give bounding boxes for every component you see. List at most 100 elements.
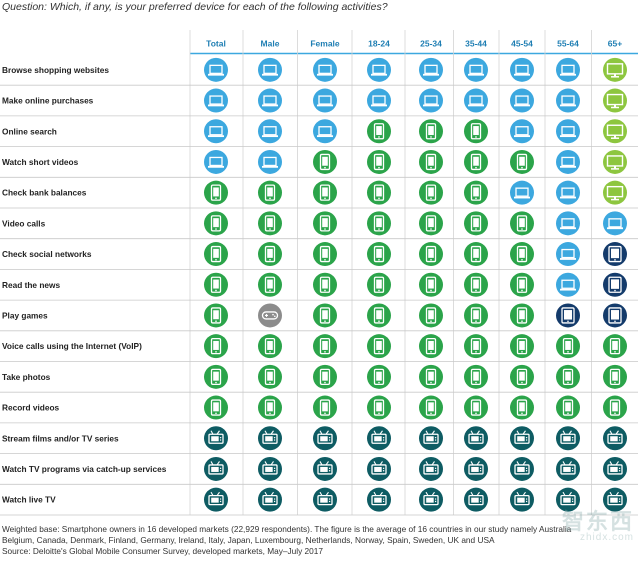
row-label: Video calls (2, 218, 46, 228)
device-icon-smartphone (556, 364, 580, 389)
device-icon-smartphone (464, 242, 488, 267)
row-label: Stream films and/or TV series (2, 433, 119, 443)
device-icon-tv (367, 426, 391, 451)
device-icon-laptop (313, 57, 337, 82)
device-icon-tv (510, 426, 534, 451)
watermark-logo: 智东西 zhidx.com (562, 511, 634, 543)
device-icon-tv (419, 487, 443, 512)
device-icon-laptop (258, 149, 282, 174)
device-icon-smartphone (510, 149, 534, 174)
device-icon-laptop (204, 119, 228, 144)
column-header-65-: 65+ (608, 39, 622, 49)
footer-source: Source: Deloitte's Global Mobile Consume… (2, 546, 324, 556)
device-icon-laptop (464, 57, 488, 82)
device-icon-laptop (603, 211, 627, 236)
device-icon-laptop (510, 180, 534, 205)
device-icon-smartphone (464, 334, 488, 359)
column-header-25-34: 25-34 (420, 39, 442, 49)
row-label: Online search (2, 126, 57, 136)
footer-weighted-base: Weighted base: Smartphone owners in 16 d… (2, 524, 572, 534)
device-icon-smartphone (419, 334, 443, 359)
device-icon-smartphone (204, 334, 228, 359)
device-icon-laptop (419, 88, 443, 113)
device-icon-smartphone (367, 334, 391, 359)
device-icon-smartphone (367, 272, 391, 297)
device-icon-smartphone (464, 149, 488, 174)
device-icon-smartphone (419, 211, 443, 236)
device-icon-tv (464, 487, 488, 512)
device-icon-tv (313, 456, 337, 481)
column-header-total: Total (206, 39, 226, 49)
device-icon-smartphone (556, 334, 580, 359)
device-icon-smartphone (464, 211, 488, 236)
device-icon-games-console (258, 303, 282, 328)
row-label: Watch short videos (2, 157, 79, 167)
device-icon-smartphone (419, 242, 443, 267)
watermark-sub: zhidx.com (579, 532, 634, 543)
device-icon-smartphone (510, 272, 534, 297)
device-icon-smartphone (367, 211, 391, 236)
device-icon-smartphone (204, 272, 228, 297)
device-icon-smartphone (464, 395, 488, 420)
device-icon-smartphone (419, 303, 443, 328)
row-label: Make online purchases (2, 96, 94, 106)
device-icon-smartphone (204, 364, 228, 389)
device-icon-tv (367, 456, 391, 481)
device-icon-smartphone (204, 180, 228, 205)
device-icon-smartphone (510, 334, 534, 359)
device-icon-tv (603, 487, 627, 512)
device-icon-smartphone (464, 119, 488, 144)
device-icon-smartphone (313, 149, 337, 174)
device-icon-smartphone (204, 303, 228, 328)
device-icon-laptop (556, 242, 580, 267)
device-icon-laptop (510, 57, 534, 82)
device-icon-laptop (556, 88, 580, 113)
column-header-45-54: 45-54 (511, 39, 533, 49)
device-icon-smartphone (258, 395, 282, 420)
footer-countries: Belgium, Canada, Denmark, Finland, Germa… (2, 535, 495, 545)
device-icon-tv (313, 426, 337, 451)
device-icon-tv (419, 456, 443, 481)
device-icon-smartphone (556, 395, 580, 420)
device-icon-tv (510, 456, 534, 481)
device-icon-laptop (556, 211, 580, 236)
device-icon-laptop (367, 88, 391, 113)
device-icon-smartphone (510, 242, 534, 267)
device-icon-smartphone (204, 211, 228, 236)
device-icon-smartphone (510, 303, 534, 328)
row-label: Check bank balances (2, 188, 87, 198)
device-icon-smartphone (204, 395, 228, 420)
device-icon-laptop (204, 88, 228, 113)
device-icon-smartphone (464, 364, 488, 389)
device-icon-tv (464, 426, 488, 451)
device-icon-tv (258, 426, 282, 451)
device-icon-tv (419, 426, 443, 451)
watermark-main: 智东西 (561, 509, 634, 534)
row-label: Check social networks (2, 249, 92, 259)
device-icon-smartphone (603, 395, 627, 420)
device-icon-laptop (258, 119, 282, 144)
device-icon-laptop (204, 149, 228, 174)
device-icon-tv (367, 487, 391, 512)
device-icon-tv (313, 487, 337, 512)
device-icon-smartphone (367, 364, 391, 389)
device-icon-tablet (556, 303, 580, 328)
device-icon-laptop (556, 119, 580, 144)
device-icon-smartphone (603, 364, 627, 389)
device-icon-smartphone (313, 180, 337, 205)
column-header-18-24: 18-24 (368, 39, 390, 49)
device-icon-tv (204, 487, 228, 512)
device-icon-smartphone (258, 211, 282, 236)
device-icon-smartphone (510, 211, 534, 236)
device-icon-smartphone (313, 211, 337, 236)
device-icon-smartphone (313, 303, 337, 328)
device-icon-smartphone (258, 272, 282, 297)
device-icon-smartphone (258, 334, 282, 359)
device-icon-smartphone (313, 364, 337, 389)
column-header-35-44: 35-44 (465, 39, 487, 49)
device-icon-smartphone (313, 395, 337, 420)
device-icon-tablet (603, 242, 627, 267)
device-icon-smartphone (419, 149, 443, 174)
device-icon-laptop (464, 88, 488, 113)
device-icon-desktop (603, 119, 627, 144)
